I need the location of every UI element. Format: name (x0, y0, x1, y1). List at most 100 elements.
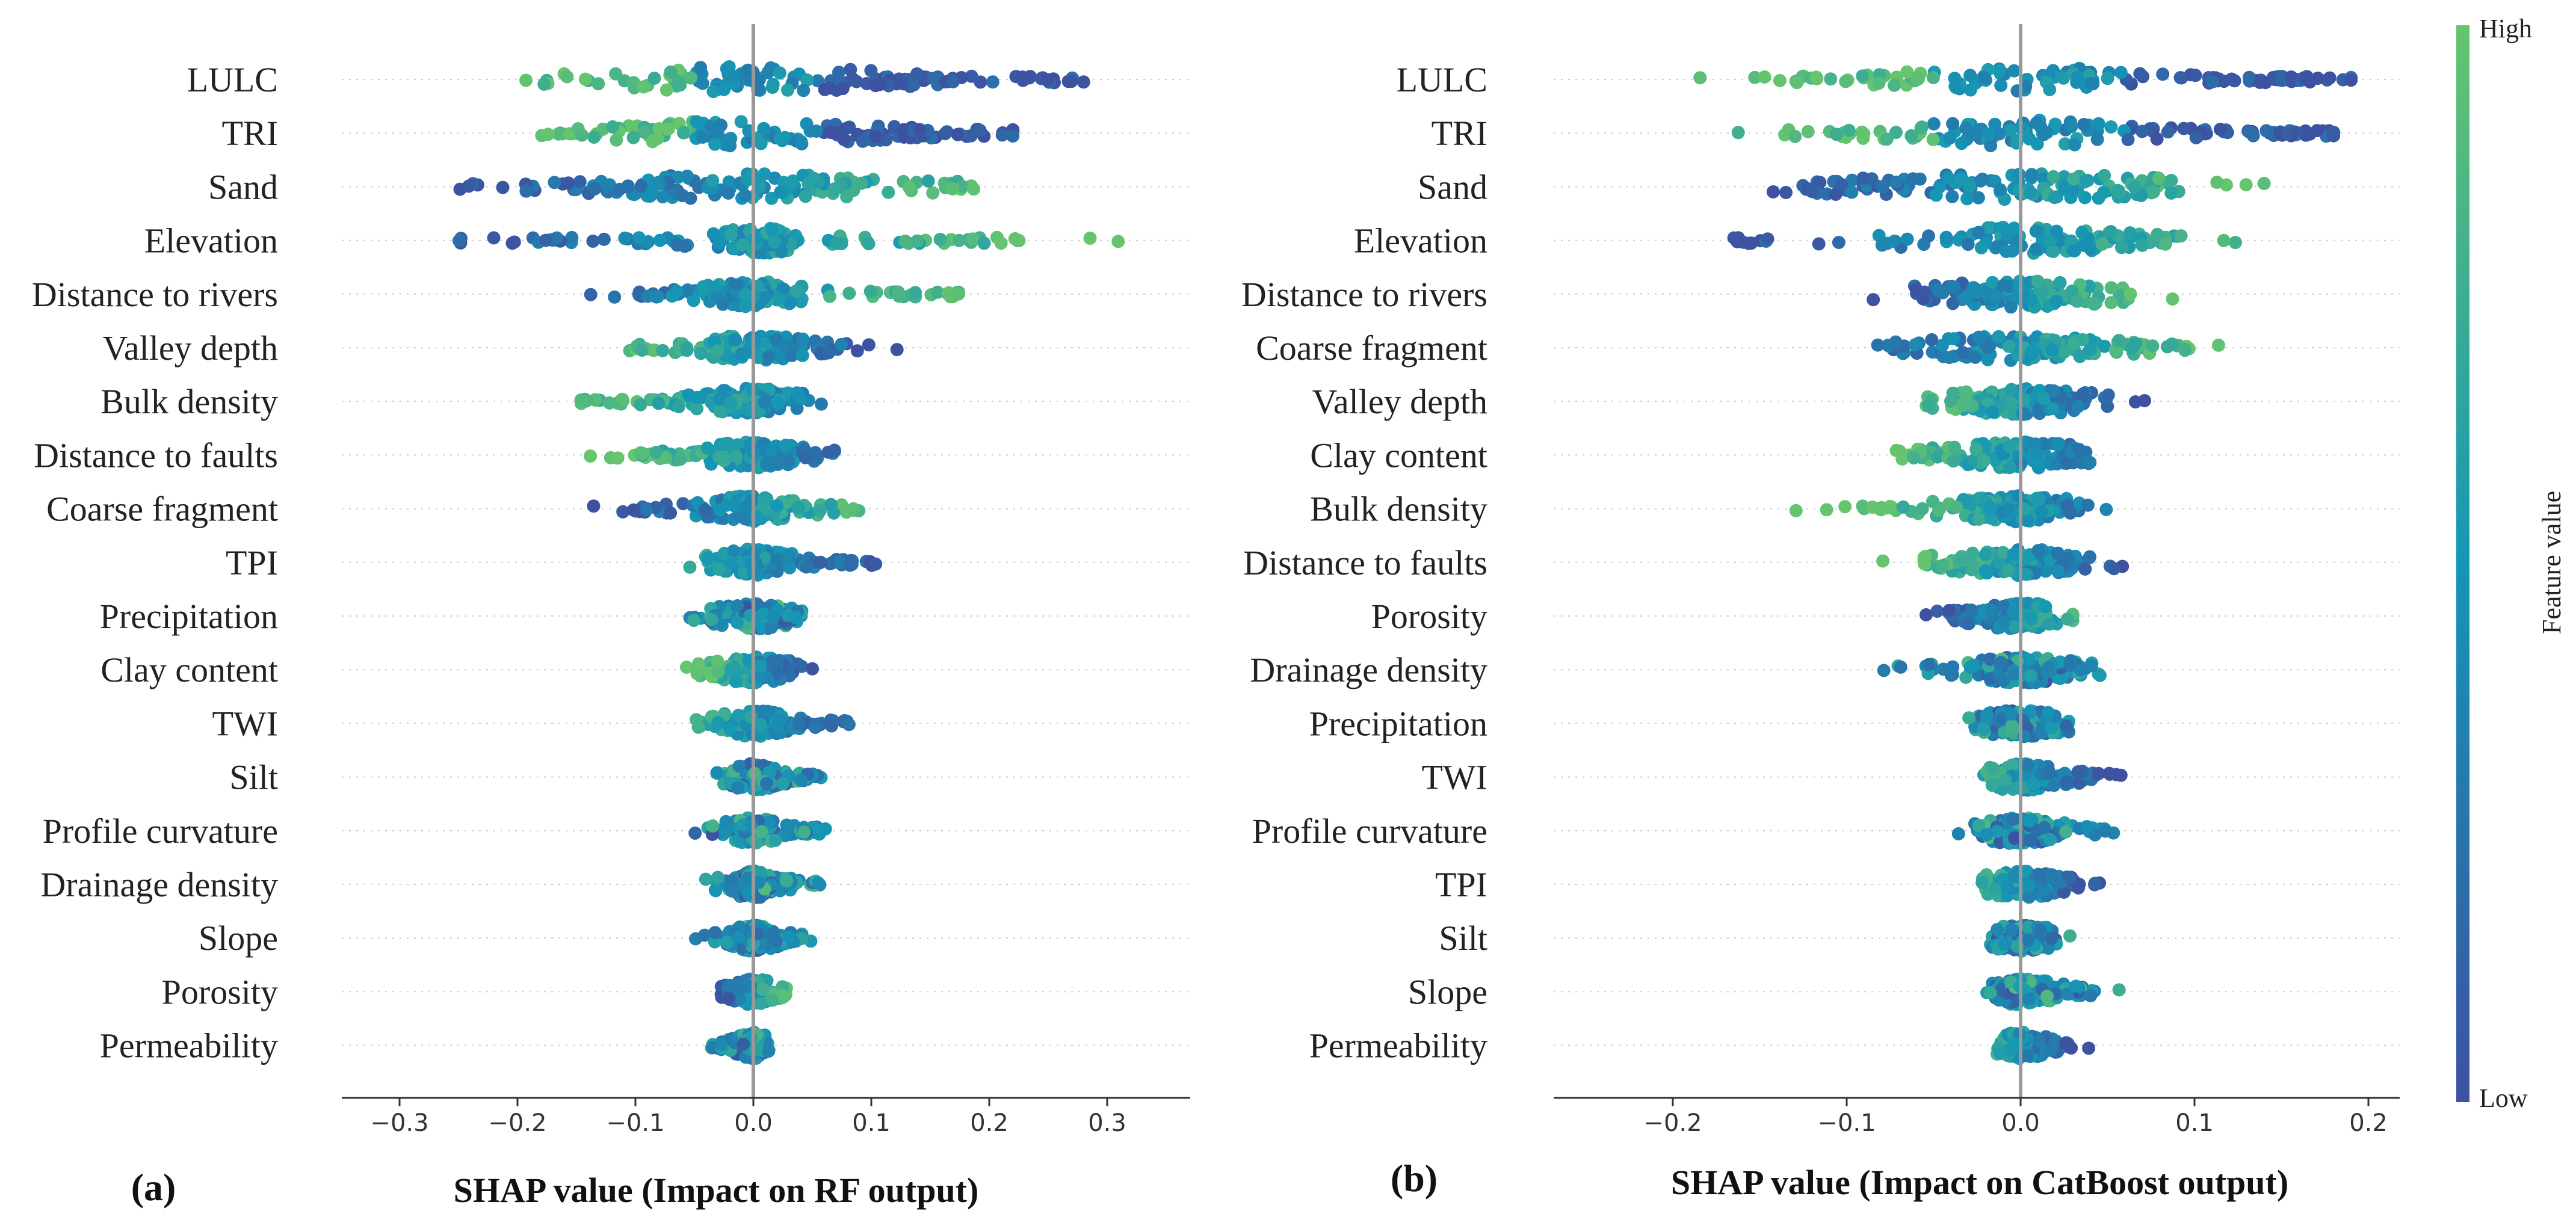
shap-point (2125, 341, 2139, 355)
shap-point (681, 283, 694, 297)
shap-point (2002, 339, 2016, 353)
feature-label: Distance to rivers (32, 275, 278, 314)
shap-point (719, 825, 732, 839)
shap-point (1064, 75, 1078, 88)
shap-point (1925, 333, 1939, 347)
shap-point (711, 655, 724, 668)
shap-point (2083, 550, 2096, 564)
shap-point (1922, 229, 1935, 243)
shap-point (755, 621, 768, 635)
shap-point (2104, 296, 2118, 310)
shap-point (597, 232, 611, 246)
shap-point (2039, 600, 2052, 614)
shap-point (2090, 132, 2104, 146)
shap-point (1865, 501, 1879, 514)
shap-point (452, 234, 466, 248)
shap-point (947, 75, 960, 88)
shap-point (656, 344, 670, 357)
shap-point (761, 1044, 775, 1058)
x-tick-label: 0.2 (970, 1109, 1008, 1137)
shap-point (753, 660, 767, 674)
shap-point (2051, 437, 2065, 451)
shap-point (1761, 232, 1774, 246)
shap-point (2063, 929, 2077, 943)
shap-point (735, 510, 749, 524)
feature-label: Elevation (144, 221, 278, 260)
shap-point (862, 338, 876, 352)
shap-point (758, 395, 771, 409)
shap-point (2000, 245, 2013, 258)
shap-point (2088, 877, 2102, 890)
shap-point (781, 83, 794, 97)
shap-point (656, 190, 670, 204)
shap-point (2096, 185, 2110, 199)
x-tick-label: 0.0 (734, 1109, 773, 1137)
shap-point (626, 503, 640, 517)
shap-point (687, 614, 701, 627)
shap-point (973, 123, 987, 137)
shap-point (842, 120, 856, 134)
shap-point (731, 438, 745, 452)
shap-point (688, 826, 702, 840)
shap-point (2133, 67, 2147, 81)
shap-point (682, 388, 696, 402)
shap-point (2344, 73, 2358, 87)
shap-point (713, 404, 727, 418)
shap-point (1742, 236, 1756, 250)
shap-point (1984, 139, 1998, 153)
shap-point (2174, 229, 2188, 243)
shap-point (1947, 332, 1960, 346)
shap-point (967, 182, 981, 196)
shap-point (1871, 338, 1885, 352)
shap-point (2067, 172, 2081, 186)
shap-point (1916, 292, 1930, 306)
shap-point (1968, 350, 1982, 364)
shap-point (1994, 79, 2008, 92)
shap-point (909, 286, 922, 300)
feature-label: Precipitation (100, 597, 278, 636)
shap-point (1921, 399, 1935, 413)
shap-point (2003, 461, 2016, 475)
shap-point (913, 123, 927, 137)
shap-point (2042, 661, 2056, 674)
shap-point (2072, 881, 2085, 895)
shap-point (2166, 292, 2179, 306)
shap-point (1944, 668, 1958, 682)
shap-point (2060, 612, 2074, 626)
shap-point (823, 289, 836, 303)
shap-point (552, 127, 566, 141)
shap-point (792, 717, 806, 731)
shap-point (670, 79, 684, 93)
shap-point (2037, 884, 2051, 898)
shap-point (1946, 117, 1960, 131)
shap-point (705, 613, 718, 627)
shap-point (2092, 117, 2105, 131)
shap-point (626, 131, 640, 144)
shap-point (728, 499, 742, 513)
shap-point (785, 349, 799, 362)
shap-point (811, 876, 825, 890)
shap-point (1805, 185, 1819, 199)
shap-point (712, 450, 726, 464)
shap-point (767, 926, 780, 940)
shap-point (2025, 345, 2039, 359)
shap-point (1830, 128, 1843, 141)
shap-point (768, 833, 782, 847)
shap-point (1889, 335, 1903, 349)
shap-point (519, 73, 533, 87)
shap-point (1880, 132, 1894, 146)
shap-point (2046, 245, 2060, 258)
shap-point (507, 235, 521, 249)
shap-point (797, 825, 811, 839)
shap-point (782, 930, 795, 943)
shap-point (733, 981, 747, 995)
shap-point (2151, 227, 2164, 241)
feature-label: Silt (229, 758, 278, 797)
shap-point (2114, 66, 2128, 79)
shap-point (1956, 398, 1970, 412)
shap-point (836, 82, 850, 96)
shap-point (2228, 74, 2241, 88)
shap-point (1876, 180, 1889, 194)
shap-point (814, 555, 827, 569)
shap-point (2004, 383, 2018, 396)
